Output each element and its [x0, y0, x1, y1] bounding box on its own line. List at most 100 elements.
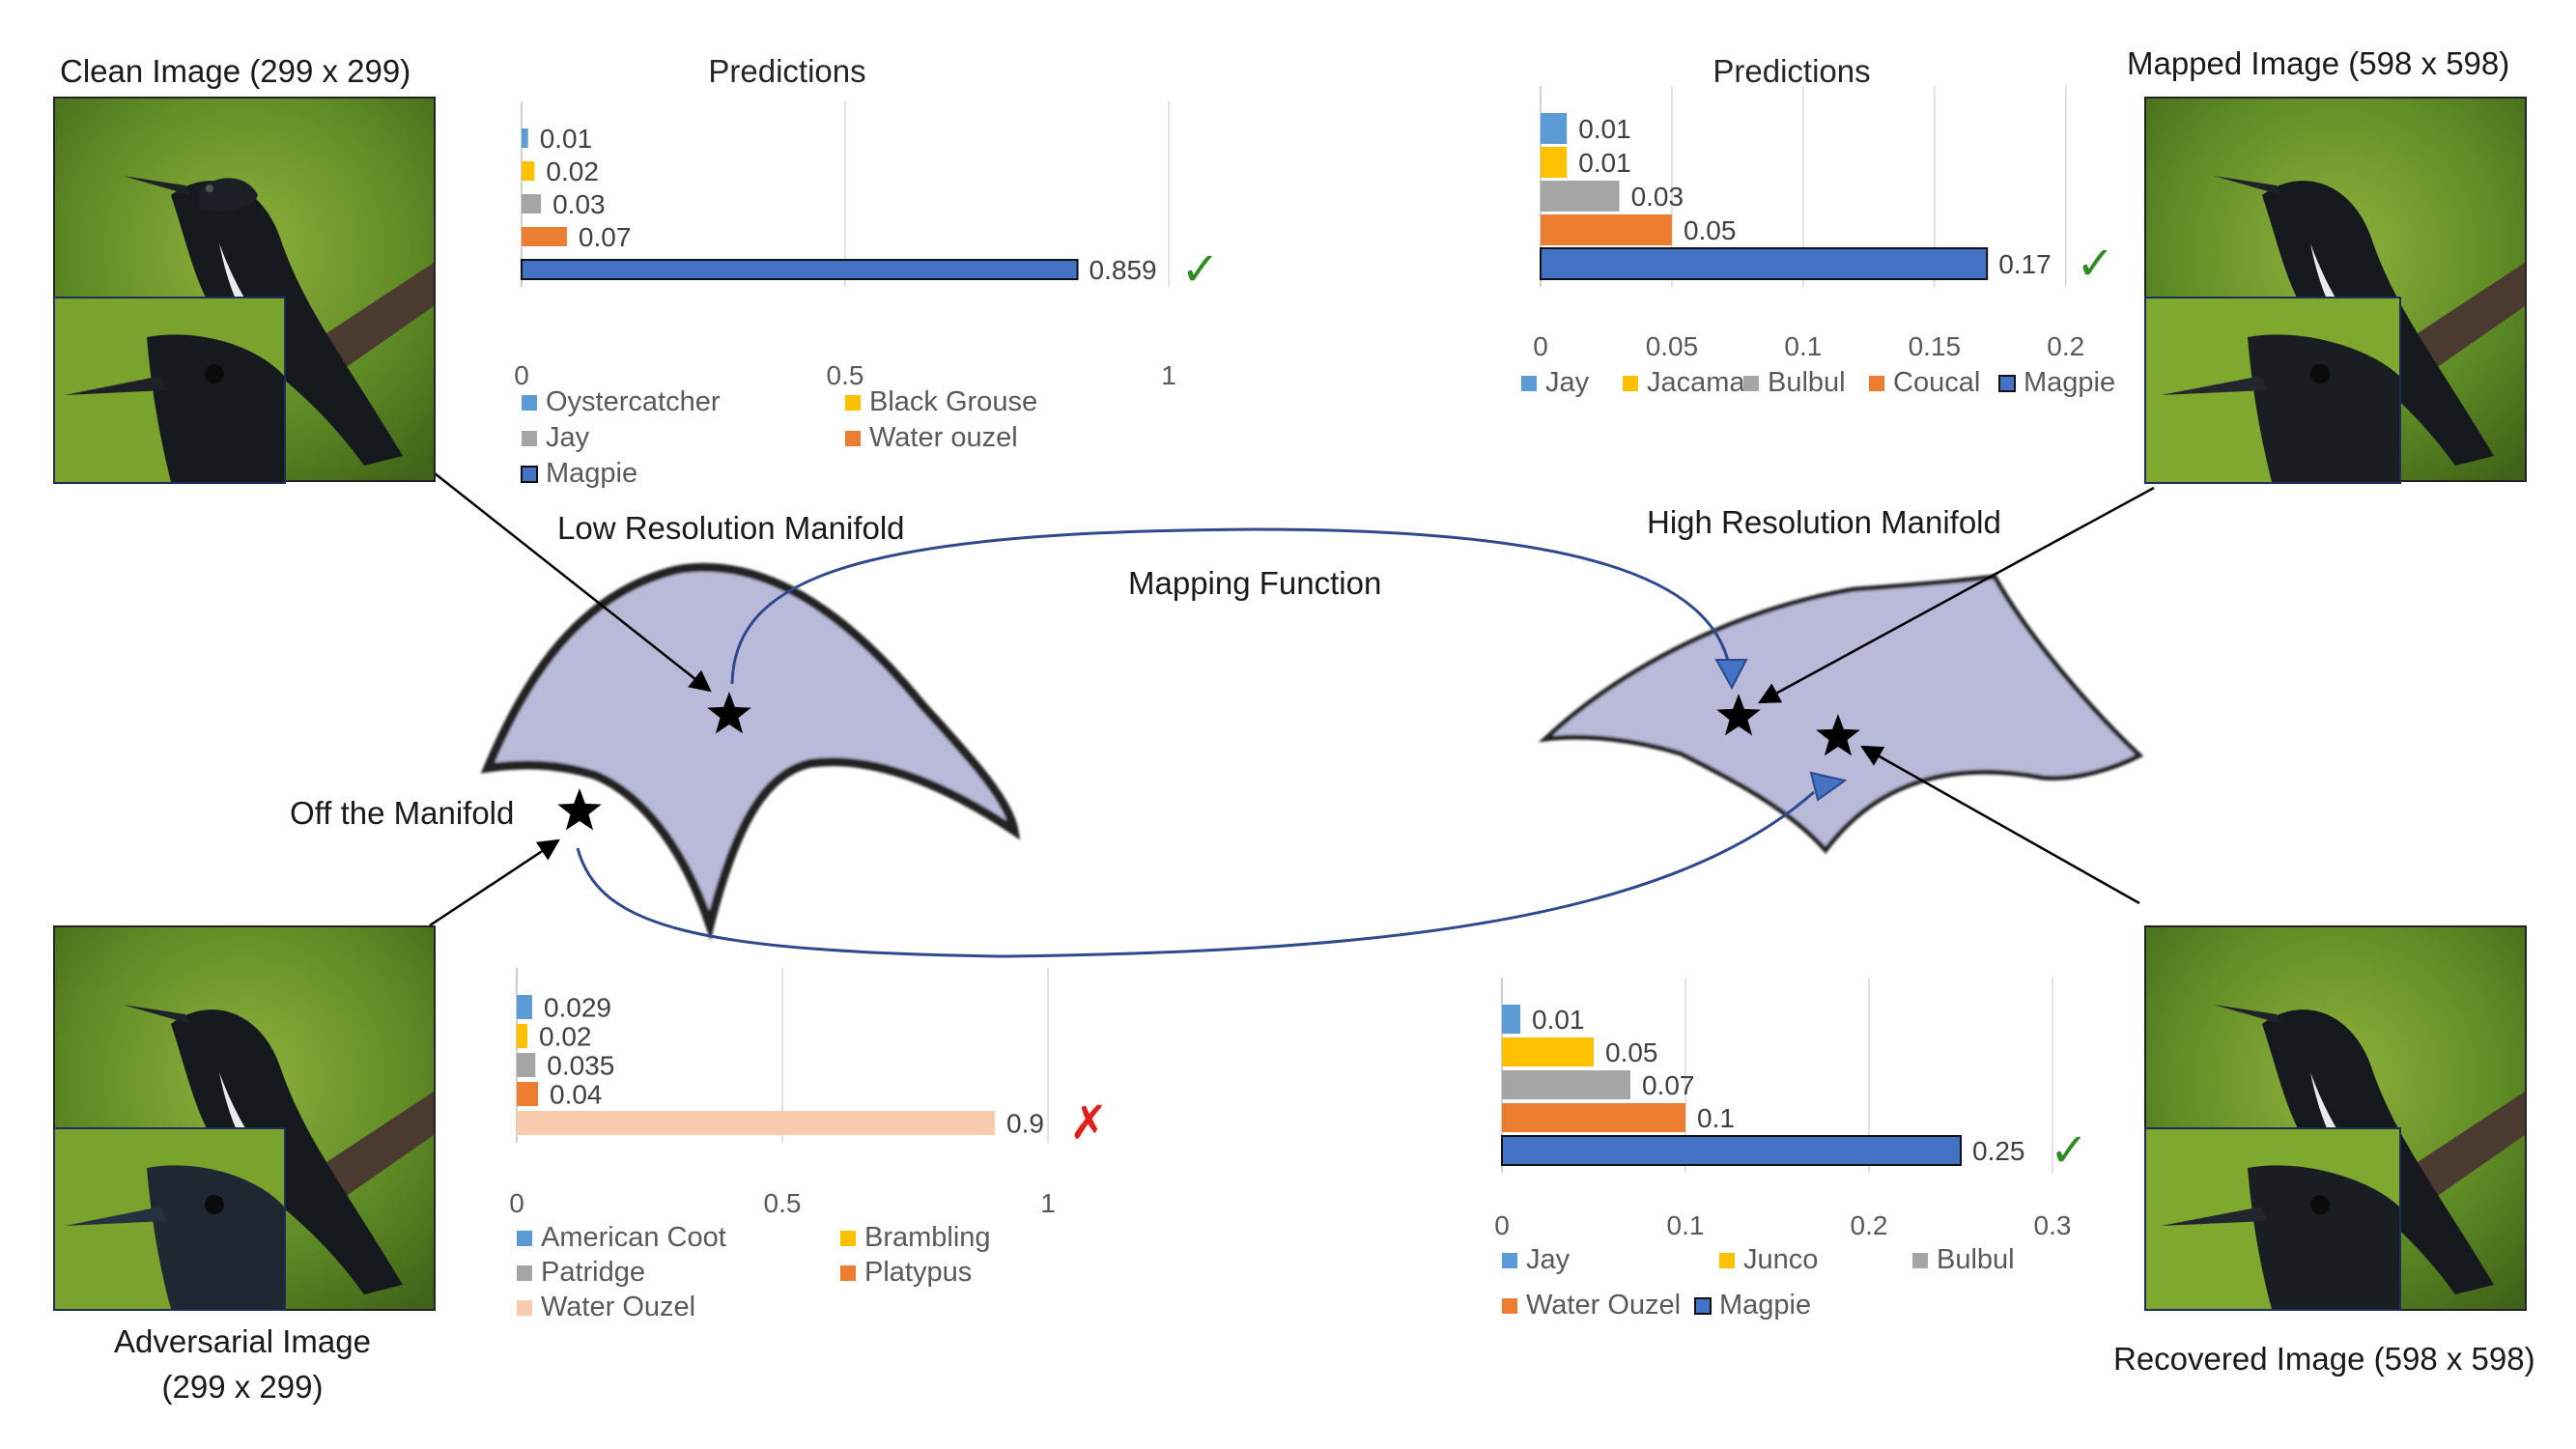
star-clean-point: [707, 692, 751, 734]
legend-label: Jay: [1526, 1244, 1571, 1275]
legend-label: Jay: [1545, 367, 1590, 398]
chart-svg: 0 0.1 0.2 0.30.010.050.070.10.25 ✓Jay Junco Bu…: [1494, 978, 2088, 1321]
data-label: 0.17: [1998, 249, 2052, 279]
low-resolution-manifold: [480, 562, 1021, 941]
legend-label: Water Ouzel: [1526, 1290, 1681, 1321]
data-label: 0.859: [1090, 255, 1157, 285]
data-label: 0.04: [550, 1080, 603, 1110]
bar-jay: [522, 194, 542, 213]
legend-label: Bulbul: [1768, 367, 1846, 398]
legend-label: Brambling: [864, 1222, 991, 1253]
tick-label: 1: [1040, 1188, 1056, 1218]
legend-label: Coucal: [1893, 367, 1980, 398]
data-label: 0.1: [1697, 1103, 1735, 1133]
adversarial-image-title-line1: Adversarial Image: [114, 1323, 371, 1359]
tick-label: 0.15: [1909, 331, 1962, 361]
bar-jay: [1541, 113, 1568, 144]
legend-swatch: [1719, 1253, 1735, 1268]
legend-label: Junco: [1743, 1244, 1818, 1275]
mapping-function-label: Mapping Function: [1128, 565, 1382, 601]
chart-recovered-predictions: 0 0.1 0.2 0.3 0.01 0.05 0.07 0.1 0.25 ✓ Jay Junco Bu…: [1487, 976, 2144, 1343]
data-label: 0.07: [1642, 1070, 1695, 1100]
tick-label: 0: [514, 360, 529, 390]
recovered-image-arrow: [1860, 745, 2140, 905]
stars-group: [557, 692, 1860, 831]
data-label: 0.01: [1532, 1005, 1585, 1035]
cross-icon: ✗: [1069, 1096, 1108, 1151]
checkmark-icon: ✓: [2076, 237, 2114, 291]
bar-platypus: [517, 1082, 538, 1106]
data-label: 0.035: [547, 1051, 614, 1081]
chart-clean-predictions: Predictions 0 0.5 1 0.01 0.02 0.03 0.07 0.859 ✓ Oy…: [502, 53, 1220, 489]
mapping-arc-top: [730, 527, 1731, 685]
legend-label: Patridge: [541, 1257, 645, 1288]
chart-svg: Predictions 0 0.5 1 0.010.020.030.07 0.859 ✓ Oy…: [514, 53, 1220, 489]
legend-label: Magpie: [1719, 1290, 1811, 1321]
legend-label: Jacamar: [1647, 367, 1755, 398]
legend-label: American Coot: [541, 1222, 726, 1253]
recovered-image-title: Recovered Image (598 x 598): [2113, 1341, 2535, 1377]
tick-label: 0: [1533, 331, 1548, 361]
bar-bulbul: [1502, 1070, 1630, 1099]
data-label: 0.01: [1578, 148, 1631, 178]
bar-brambling: [517, 1024, 527, 1048]
bar-magpie: [1501, 1135, 1962, 1166]
legend-swatch: [1869, 376, 1884, 391]
checkmark-icon: ✓: [1181, 242, 1220, 297]
tick-label: 0.1: [1667, 1210, 1705, 1240]
legend-swatch: [1521, 376, 1537, 391]
data-label: 0.029: [544, 993, 611, 1023]
high-resolution-manifold: [1538, 574, 2144, 854]
legend-swatch: [521, 466, 538, 483]
bar-junco: [1502, 1037, 1594, 1066]
mapped-image-title: Mapped Image (598 x 598): [2127, 45, 2510, 81]
chart-title: Predictions: [708, 53, 865, 89]
legend-swatch: [845, 395, 861, 411]
bar-jay: [1502, 1005, 1520, 1034]
data-label: 0.05: [1684, 215, 1737, 245]
bar-american-coot: [517, 995, 532, 1019]
legend-swatch: [840, 1231, 856, 1246]
chart-adversarial-predictions: 0 0.5 1 0.029 0.02 0.035 0.04 0.9 ✗ American Coot…: [502, 966, 1178, 1323]
legend-label: Magpie: [546, 458, 637, 489]
star-off-manifold-point: [557, 788, 602, 831]
tick-label: 0.5: [764, 1188, 802, 1218]
data-label: 0.07: [579, 222, 632, 252]
legend-label: Jay: [546, 422, 590, 453]
legend-swatch: [517, 1231, 532, 1246]
bar-magpie: [1540, 247, 1989, 280]
legend-swatch: [1694, 1297, 1712, 1315]
data-label: 0.9: [1006, 1109, 1044, 1139]
data-label: 0.01: [540, 124, 593, 154]
legend-label: Black Grouse: [869, 386, 1037, 417]
bar-jacamar: [1541, 147, 1568, 178]
data-label: 0.02: [539, 1022, 592, 1052]
legend-swatch: [1502, 1298, 1517, 1314]
legend-swatch: [517, 1300, 532, 1316]
tick-label: 0.1: [1784, 331, 1822, 361]
tick-label: 0.2: [2047, 331, 2084, 361]
legend-swatch: [517, 1265, 532, 1281]
data-label: 0.03: [1631, 182, 1684, 212]
chart-title: Predictions: [1713, 53, 1870, 89]
mapped-image-arrow: [1758, 486, 2155, 704]
legend-swatch: [845, 431, 861, 446]
legend-label: Platypus: [864, 1257, 972, 1288]
legend-label: Oystercatcher: [546, 386, 721, 417]
tick-label: 0: [509, 1188, 524, 1218]
tick-label: 0.2: [1851, 1210, 1888, 1240]
data-label: 0.25: [1972, 1136, 2025, 1166]
off-the-manifold-label: Off the Manifold: [290, 795, 515, 831]
bar-water-ouzel: [522, 227, 567, 246]
legend-swatch: [522, 395, 537, 411]
tick-label: 0.05: [1646, 331, 1699, 361]
recovered-image-zoom-inset: [2144, 1127, 2401, 1311]
data-label: 0.05: [1605, 1037, 1658, 1067]
tick-label: 1: [1161, 360, 1176, 390]
data-label: 0.03: [552, 189, 606, 219]
clean-image-title: Clean Image (299 x 299): [60, 53, 411, 89]
mapping-arc-bottom: [576, 790, 1815, 958]
legend-label: Water ouzel: [869, 422, 1018, 453]
legend-swatch: [840, 1265, 856, 1281]
